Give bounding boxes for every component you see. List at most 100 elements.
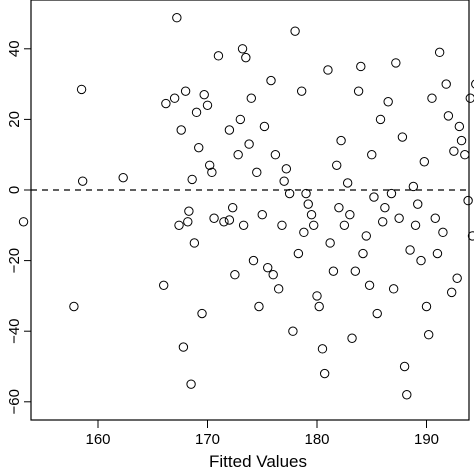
data-point bbox=[397, 132, 408, 142]
data-point bbox=[402, 390, 412, 400]
data-point bbox=[378, 217, 388, 227]
data-point bbox=[332, 160, 342, 170]
data-point bbox=[241, 52, 251, 63]
data-point bbox=[293, 248, 304, 259]
plot-border bbox=[30, 0, 470, 421]
data-point bbox=[334, 202, 344, 213]
data-point bbox=[471, 79, 474, 89]
data-point bbox=[183, 217, 193, 227]
data-point bbox=[227, 202, 238, 213]
data-point bbox=[383, 97, 393, 107]
data-point bbox=[178, 342, 189, 352]
data-point bbox=[467, 231, 474, 241]
data-point bbox=[358, 248, 368, 259]
data-point bbox=[69, 301, 79, 312]
data-point bbox=[323, 65, 333, 75]
x-tick-label: 190 bbox=[414, 431, 439, 448]
data-point bbox=[296, 86, 307, 96]
data-point bbox=[159, 280, 169, 291]
data-point bbox=[301, 188, 311, 199]
data-point bbox=[248, 255, 259, 266]
data-point bbox=[191, 107, 202, 118]
y-tick-label: −20 bbox=[6, 248, 23, 273]
data-point bbox=[413, 199, 423, 209]
data-point bbox=[263, 262, 273, 273]
data-point bbox=[176, 125, 186, 135]
data-point bbox=[233, 150, 243, 160]
data-point bbox=[347, 333, 357, 343]
data-point bbox=[441, 79, 451, 89]
data-point bbox=[465, 93, 474, 103]
data-point bbox=[77, 176, 88, 186]
data-point bbox=[388, 284, 399, 294]
y-tick-label: 20 bbox=[6, 111, 23, 128]
y-tick-label: −40 bbox=[6, 318, 23, 343]
data-point bbox=[224, 125, 235, 135]
data-point bbox=[273, 284, 284, 294]
data-point bbox=[430, 213, 440, 223]
data-point bbox=[399, 361, 410, 372]
data-point bbox=[410, 220, 421, 231]
data-point bbox=[230, 270, 240, 280]
data-point bbox=[244, 139, 254, 149]
data-point bbox=[454, 121, 465, 132]
data-point bbox=[270, 150, 281, 160]
data-point bbox=[235, 114, 246, 125]
x-tick-label: 180 bbox=[304, 431, 329, 448]
data-point bbox=[76, 84, 87, 95]
data-point bbox=[187, 174, 197, 185]
data-point bbox=[219, 217, 229, 227]
data-point bbox=[172, 13, 182, 23]
data-point bbox=[375, 114, 386, 125]
y-axis: −60 −40 −20 0 20 40 bbox=[6, 40, 31, 415]
data-point bbox=[184, 206, 194, 216]
data-point bbox=[118, 172, 128, 183]
y-tick-label: 0 bbox=[6, 186, 23, 194]
data-point bbox=[199, 89, 209, 100]
data-point bbox=[353, 86, 364, 96]
data-point bbox=[421, 301, 432, 312]
data-point bbox=[209, 213, 219, 223]
data-point bbox=[161, 98, 171, 109]
data-point bbox=[197, 308, 207, 319]
data-point bbox=[252, 167, 262, 178]
data-point bbox=[419, 157, 430, 167]
data-point bbox=[432, 248, 443, 259]
data-point bbox=[319, 368, 330, 379]
data-point bbox=[456, 135, 467, 146]
data-point bbox=[180, 86, 191, 96]
data-point bbox=[257, 210, 267, 220]
data-point bbox=[460, 150, 470, 160]
data-point bbox=[449, 146, 459, 156]
data-point bbox=[299, 227, 309, 238]
data-point bbox=[325, 238, 335, 248]
data-point bbox=[386, 188, 397, 199]
data-point bbox=[18, 217, 29, 227]
data-point bbox=[259, 121, 270, 132]
data-point bbox=[405, 245, 415, 255]
data-point bbox=[204, 160, 215, 170]
data-point bbox=[237, 44, 248, 54]
data-point bbox=[238, 220, 249, 231]
data-point bbox=[169, 93, 180, 103]
data-point bbox=[224, 215, 235, 225]
data-point bbox=[350, 266, 361, 276]
data-point bbox=[303, 199, 313, 209]
data-point bbox=[452, 273, 462, 283]
x-tick-label: 170 bbox=[195, 431, 220, 448]
data-point bbox=[290, 26, 300, 36]
data-point bbox=[317, 344, 328, 354]
data-point bbox=[312, 291, 322, 301]
data-point bbox=[281, 164, 292, 174]
data-point bbox=[372, 308, 382, 319]
data-point bbox=[408, 181, 419, 192]
data-point bbox=[174, 220, 184, 231]
y-tick-label: −60 bbox=[6, 389, 23, 414]
data-point bbox=[356, 61, 366, 72]
data-point bbox=[336, 135, 346, 146]
x-axis-title: Fitted Values bbox=[209, 452, 307, 471]
data-point bbox=[380, 202, 390, 213]
data-point bbox=[306, 210, 317, 220]
data-point bbox=[345, 210, 355, 220]
